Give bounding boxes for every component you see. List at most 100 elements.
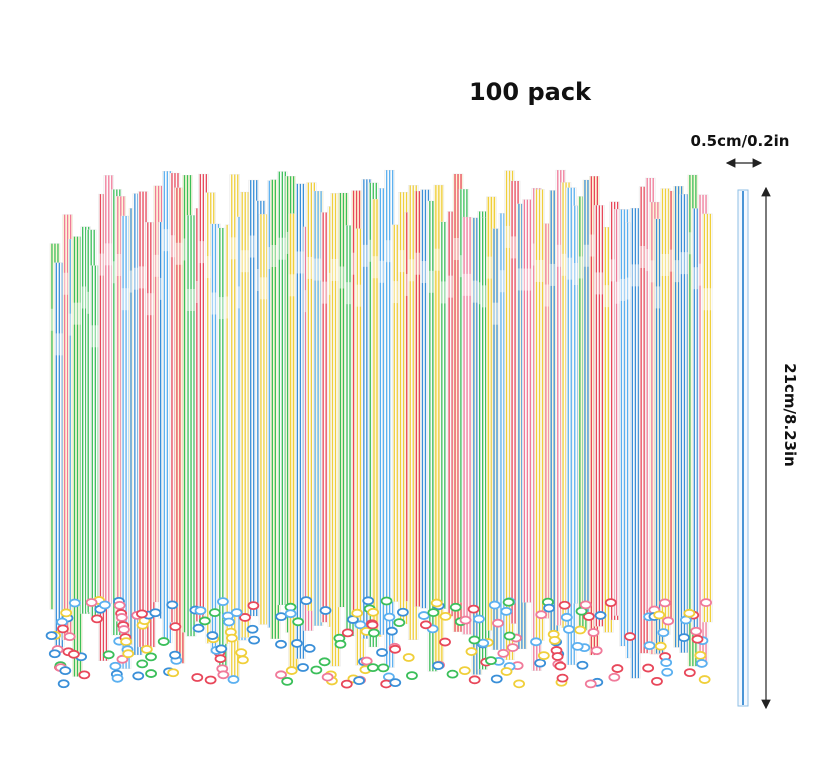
- straw-bend: [90, 325, 101, 348]
- straw-end: [380, 596, 393, 606]
- straw-end: [500, 667, 513, 676]
- straw-end: [85, 598, 98, 607]
- straw-end: [169, 622, 182, 632]
- straw-end: [353, 676, 365, 686]
- straw-end: [297, 663, 309, 672]
- straw-end: [459, 615, 472, 625]
- straw-end: [99, 600, 111, 610]
- straw-bend: [582, 244, 593, 267]
- straw-bend: [543, 284, 554, 307]
- straw: [594, 205, 605, 627]
- straw-bend: [492, 302, 503, 325]
- straw-bend: [62, 272, 73, 295]
- straw-end: [225, 633, 238, 643]
- straw-bend: [522, 268, 533, 291]
- straw-end: [300, 596, 313, 606]
- straw-end: [63, 632, 76, 642]
- straw-end: [624, 632, 636, 641]
- straw: [534, 189, 545, 641]
- straw-end: [303, 644, 316, 653]
- straw-end: [208, 608, 221, 618]
- straw-end: [367, 663, 379, 673]
- straw: [185, 215, 197, 637]
- straw-end: [683, 608, 696, 618]
- straw-bend: [498, 270, 509, 293]
- straw-end: [157, 637, 170, 646]
- straw-end: [109, 661, 122, 671]
- straw-bend: [504, 225, 515, 248]
- straw-end: [500, 606, 513, 616]
- straw-bend: [702, 288, 713, 311]
- straw-end: [576, 660, 589, 670]
- straw-end: [492, 618, 504, 628]
- straw-end: [223, 617, 235, 627]
- straw-end: [366, 620, 379, 630]
- straw-bend: [98, 253, 109, 276]
- straw-end: [132, 671, 145, 681]
- straw-bend: [145, 293, 156, 316]
- straw-end: [458, 666, 471, 676]
- straw-bend: [306, 256, 317, 279]
- straw-end: [582, 612, 595, 621]
- straw-end: [657, 628, 670, 638]
- straw-end: [351, 608, 364, 618]
- straw-bend: [338, 266, 349, 289]
- straw: [420, 189, 431, 609]
- straw-end: [467, 604, 480, 614]
- straw-end: [642, 663, 655, 673]
- straw-end: [102, 650, 115, 660]
- straw-end: [389, 644, 402, 654]
- straw: [398, 191, 409, 625]
- straw-bend: [462, 273, 473, 296]
- width-label: 0.5cm/0.2in: [691, 132, 790, 150]
- straw-end: [237, 655, 249, 665]
- straw-end: [383, 612, 396, 622]
- straw-bend: [80, 286, 91, 309]
- straw-end: [56, 617, 68, 627]
- straw-bend: [72, 302, 83, 325]
- straw-end: [678, 633, 690, 642]
- straw-end: [377, 663, 390, 673]
- straw-bundle: [49, 169, 713, 679]
- straw-end: [654, 641, 667, 651]
- straw-bend: [471, 280, 482, 303]
- straw-end: [217, 670, 230, 680]
- straw-bend: [453, 238, 464, 261]
- straw-end: [506, 643, 519, 652]
- straw-end: [497, 649, 510, 658]
- straw-end: [246, 624, 259, 634]
- straw-end: [439, 637, 451, 647]
- straw-end: [439, 611, 452, 621]
- straw-end: [503, 631, 516, 641]
- straw-end: [653, 610, 666, 620]
- straw-bend: [549, 263, 560, 286]
- straw-end: [554, 661, 567, 671]
- straw-bend: [392, 281, 403, 304]
- straw-end: [430, 598, 443, 608]
- straw-bend: [270, 244, 281, 267]
- straw-end: [206, 631, 219, 640]
- straw-end: [432, 661, 445, 671]
- straw-bend: [594, 272, 605, 295]
- straw-end: [485, 656, 497, 666]
- straw-end: [120, 637, 132, 647]
- straw-end: [691, 634, 704, 644]
- straw-end: [48, 649, 61, 659]
- straw-end: [419, 620, 432, 630]
- straw-end: [683, 668, 696, 678]
- straw-bend: [198, 241, 209, 264]
- straw-bend: [277, 237, 288, 260]
- straw-bend: [345, 282, 356, 305]
- straw-bend: [679, 252, 690, 275]
- straw-end: [543, 603, 555, 613]
- straw-end: [700, 598, 712, 607]
- straw-end: [310, 665, 323, 675]
- straw-end: [227, 675, 240, 684]
- straw-end: [192, 623, 205, 633]
- straw-bend: [447, 275, 458, 298]
- straw-bend: [162, 229, 173, 252]
- straw-end: [275, 612, 288, 622]
- straw-end: [59, 666, 72, 676]
- straw-end: [465, 647, 478, 656]
